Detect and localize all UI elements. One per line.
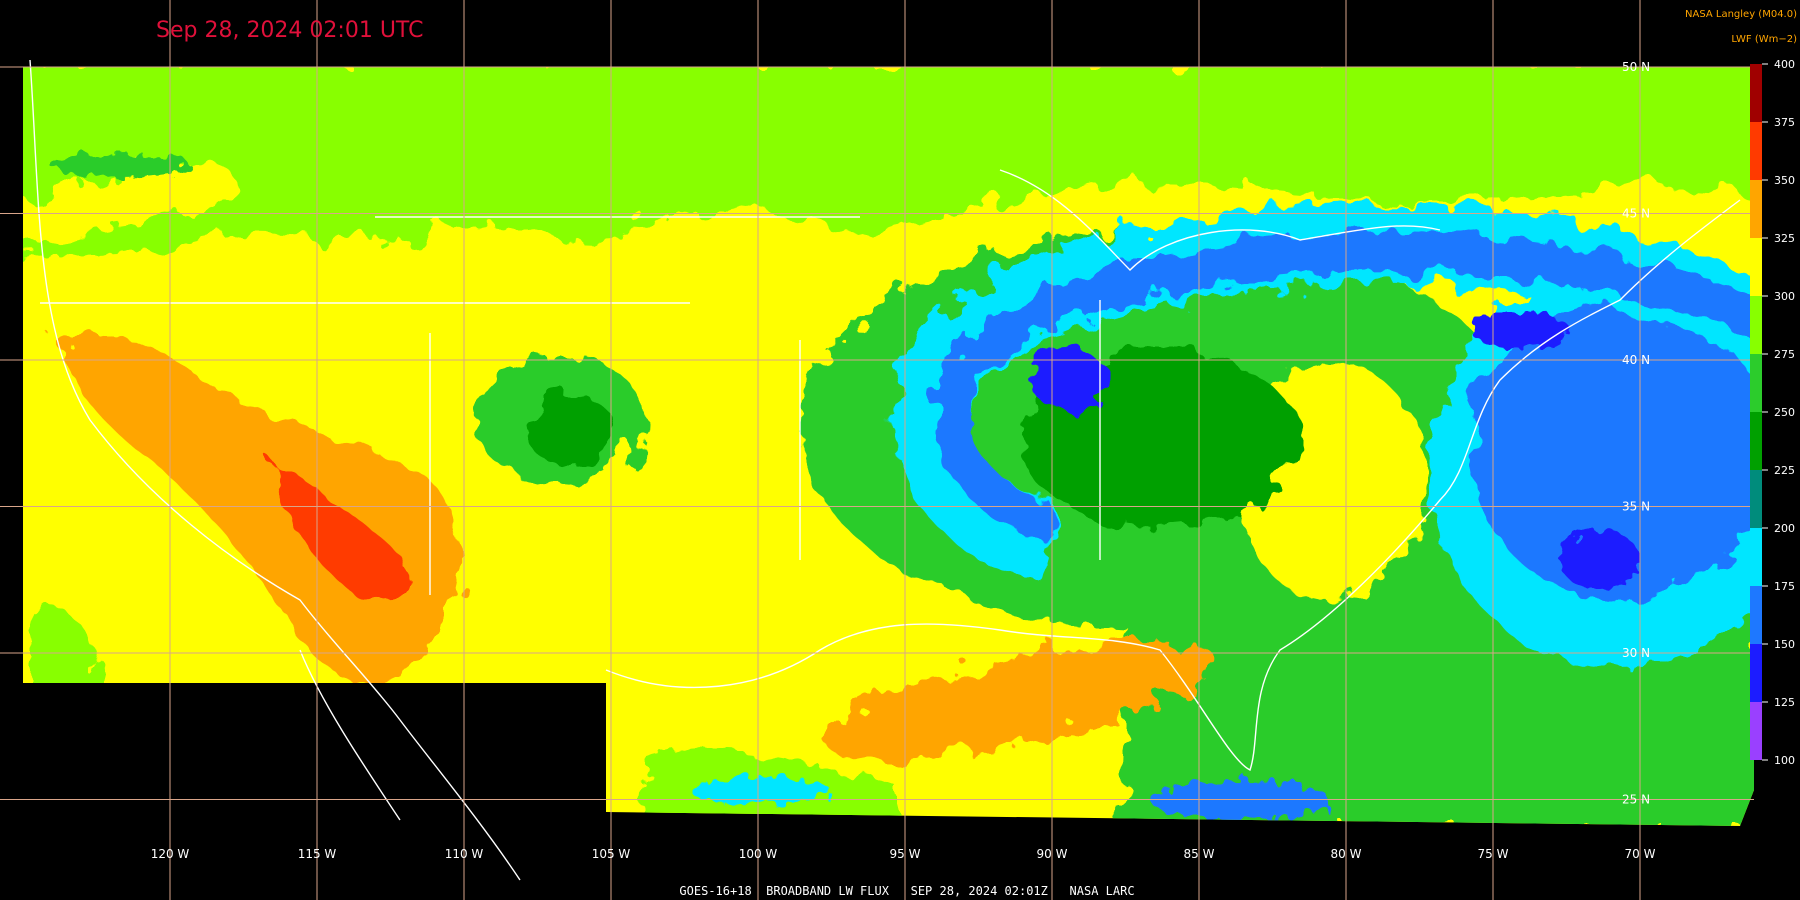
longitude-label: 100 W: [739, 847, 778, 861]
colorbar-tick-label: 275: [1774, 348, 1795, 361]
colorbar-tick-label: 350: [1774, 174, 1795, 187]
colorbar-segment: [1750, 238, 1762, 296]
longitude-label: 85 W: [1184, 847, 1215, 861]
colorbar-tick-label: 250: [1774, 406, 1795, 419]
longitude-label: 105 W: [592, 847, 631, 861]
colorbar-segment: [1750, 180, 1762, 238]
longitude-label: 95 W: [890, 847, 921, 861]
flux-field: [23, 67, 1754, 826]
latitude-label: 30 N: [1622, 646, 1650, 660]
coastlines: [29, 59, 1741, 881]
colorbar-tick-label: 400: [1774, 58, 1795, 71]
colorbar-tick-label: 200: [1774, 522, 1795, 535]
longitude-label: 115 W: [298, 847, 337, 861]
colorbar-tick-label: 150: [1774, 638, 1795, 651]
colorbar-tick-label: 300: [1774, 290, 1795, 303]
colorbar-tick-label: 225: [1774, 464, 1795, 477]
credit: NASA Langley (M04.0): [1685, 9, 1797, 20]
graticule: 120 W 115 W 110 W 105 W 100 W 95 W 90 W 85 W 80 …: [0, 0, 1754, 900]
colorbar-tick-label: 325: [1774, 232, 1795, 245]
footer: GOES-16+18 BROADBAND LW FLUX SEP 28, 202…: [679, 884, 1134, 898]
colorbar-tick-label: 100: [1774, 754, 1795, 767]
colorbar-segment: [1750, 354, 1762, 412]
colorbar-segment: [1750, 412, 1762, 470]
latitude-label: 45 N: [1622, 207, 1650, 221]
timestamp-title: Sep 28, 2024 02:01 UTC: [156, 18, 423, 43]
colorbar-segment: [1750, 528, 1762, 586]
colorbar-segment: [1750, 586, 1762, 644]
longitude-label: 120 W: [151, 847, 190, 861]
colorbar-tick-label: 175: [1774, 580, 1795, 593]
colorbar-tick-label: 375: [1774, 116, 1795, 129]
colorbar-segment: [1750, 470, 1762, 528]
colorbar-segment: [1750, 644, 1762, 702]
colorbar: 100 125 150 175 200 225 250 275 300 325 350 375 400: [1750, 58, 1795, 767]
colorbar-segment: [1750, 702, 1762, 760]
longitude-label: 70 W: [1625, 847, 1656, 861]
longitude-label: 75 W: [1478, 847, 1509, 861]
longitude-label: 80 W: [1331, 847, 1362, 861]
latitude-label: 35 N: [1622, 500, 1650, 514]
longitude-label: 110 W: [445, 847, 484, 861]
colorbar-segment: [1750, 122, 1762, 180]
latitude-label: 25 N: [1622, 793, 1650, 807]
longitude-label: 90 W: [1037, 847, 1068, 861]
latitude-label: 40 N: [1622, 353, 1650, 367]
colorbar-segment: [1750, 64, 1762, 122]
latitude-label: 50 N: [1622, 60, 1650, 74]
colorbar-tick-label: 125: [1774, 696, 1795, 709]
colorbar-segment: [1750, 296, 1762, 354]
unit-label: LWF (Wm−2): [1731, 34, 1797, 45]
